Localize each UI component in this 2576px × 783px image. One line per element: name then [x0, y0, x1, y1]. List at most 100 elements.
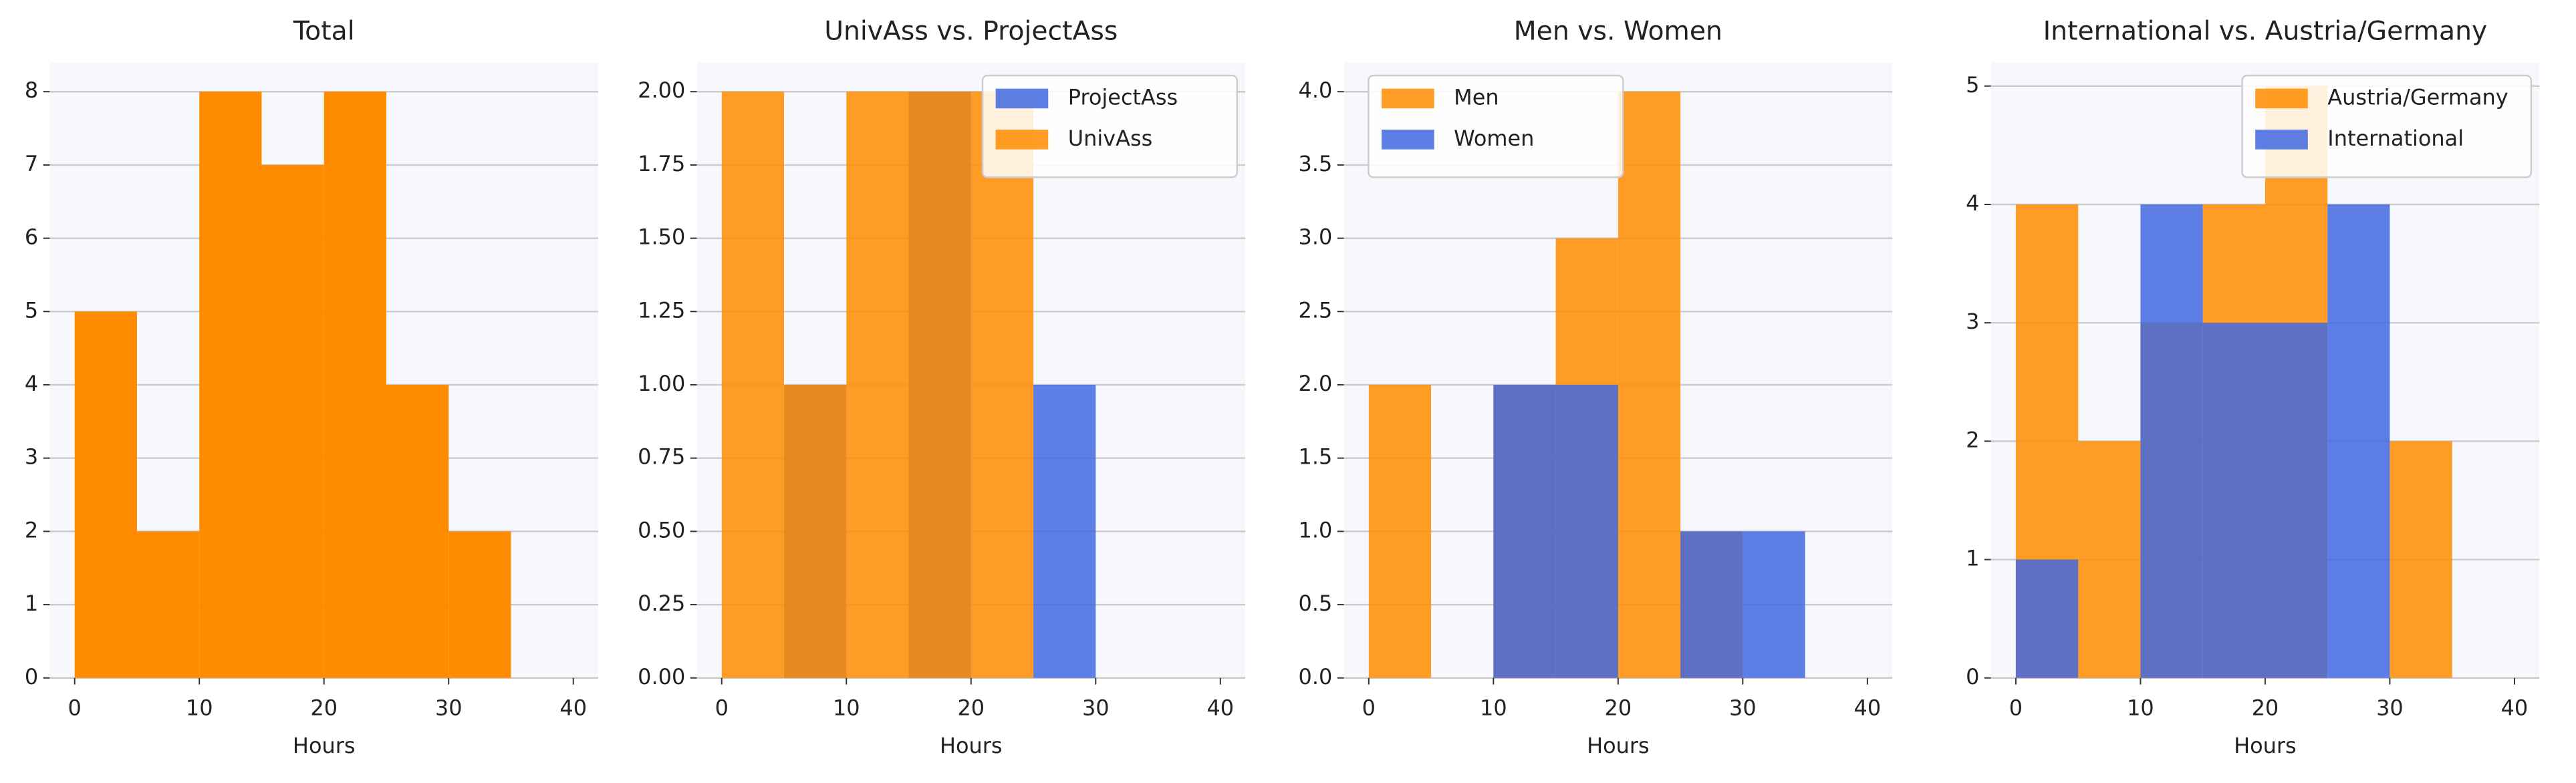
x-tick-label: 0 — [715, 695, 729, 720]
y-tick-label: 3 — [25, 444, 38, 470]
x-tick-label: 40 — [559, 695, 587, 720]
y-tick-label: 3.0 — [1299, 224, 1333, 250]
histogram-bar — [1368, 384, 1432, 678]
histogram-bar — [1493, 384, 1556, 678]
panel: 0 1 2 3 4 5 6 7 8 0 10 20 30 40 Hours Total — [25, 17, 599, 758]
panel: 0.00 0.25 0.50 0.75 1.00 1.25 1.50 1.75 2.00 0 10 2… — [638, 17, 1246, 758]
histogram-bar — [386, 384, 449, 678]
x-tick-label: 10 — [186, 695, 213, 720]
histogram-bar — [2265, 323, 2328, 678]
x-tick-label: 20 — [1605, 695, 1632, 720]
chart-title: Total — [293, 17, 355, 47]
y-tick-label: 5 — [25, 297, 38, 323]
x-tick-label: 30 — [435, 695, 463, 720]
y-tick-label: 8 — [25, 77, 38, 103]
legend-label: Women — [1454, 126, 1534, 151]
x-tick-label: 0 — [1362, 695, 1376, 720]
y-tick-label: 7 — [25, 151, 38, 176]
histogram-bar — [2015, 559, 2079, 678]
y-tick-label: 2 — [25, 517, 38, 542]
y-tick-label: 3.5 — [1299, 151, 1333, 176]
y-tick-label: 4 — [1966, 190, 1979, 216]
histogram-bar — [2140, 204, 2203, 678]
x-tick-label: 30 — [2376, 695, 2404, 720]
y-tick-label: 0.50 — [638, 517, 685, 542]
histogram-bar — [1033, 384, 1096, 678]
histogram-bar — [136, 531, 200, 678]
x-axis-label: Hours — [940, 733, 1003, 758]
y-tick-label: 1.50 — [638, 224, 685, 250]
histogram-bar — [1618, 92, 1681, 678]
y-tick-label: 1 — [25, 591, 38, 616]
y-tick-label: 2.00 — [638, 77, 685, 103]
chart-title: International vs. Austria/Germany — [2043, 17, 2488, 47]
histogram-bar — [1555, 384, 1618, 678]
legend-swatch — [2255, 88, 2308, 109]
histogram-bar — [971, 92, 1034, 678]
y-tick-label: 1 — [1966, 546, 1979, 571]
y-tick-label: 0 — [1966, 664, 1979, 689]
y-tick-label: 1.75 — [638, 151, 685, 176]
histogram-bar — [324, 92, 386, 678]
x-tick-label: 30 — [1729, 695, 1757, 720]
y-tick-label: 1.00 — [638, 371, 685, 396]
y-tick-label: 4 — [25, 371, 38, 396]
legend: Men Women — [1368, 74, 1624, 178]
x-tick-label: 10 — [833, 695, 860, 720]
y-tick-label: 0.00 — [638, 664, 685, 689]
y-tick-label: 2.0 — [1299, 371, 1333, 396]
histogram-bar — [2327, 204, 2390, 678]
legend-label: Austria/Germany — [2327, 84, 2508, 110]
x-tick-label: 40 — [2501, 695, 2529, 720]
x-tick-label: 20 — [957, 695, 985, 720]
y-tick-label: 1.0 — [1299, 517, 1333, 542]
histogram-bar — [721, 92, 785, 678]
legend-swatch — [2255, 130, 2308, 150]
histogram-bar — [199, 92, 262, 678]
chart-title: Men vs. Women — [1514, 17, 1722, 47]
x-tick-label: 10 — [1480, 695, 1507, 720]
y-tick-label: 6 — [25, 224, 38, 250]
x-tick-label: 0 — [2009, 695, 2023, 720]
x-axis-label: Hours — [293, 733, 356, 758]
legend: Austria/Germany International — [2241, 74, 2533, 178]
y-tick-label: 5 — [1966, 72, 1979, 98]
legend-label: ProjectAss — [1068, 84, 1178, 110]
x-tick-label: 30 — [1082, 695, 1110, 720]
legend-label: International — [2327, 126, 2464, 151]
histogram-bar — [2202, 323, 2265, 678]
histogram-bar — [846, 92, 909, 678]
legend-label: UnivAss — [1068, 126, 1153, 151]
histogram-bar — [2078, 441, 2141, 678]
x-tick-label: 20 — [2252, 695, 2279, 720]
x-axis-label: Hours — [2234, 733, 2297, 758]
histogram-bar — [784, 384, 847, 678]
y-tick-label: 2.5 — [1299, 297, 1333, 323]
y-tick-label: 0.5 — [1299, 591, 1333, 616]
y-tick-label: 0.75 — [638, 444, 685, 470]
panel: 0 1 2 3 4 5 0 10 20 30 40 Hours International vs. Au… — [1966, 17, 2540, 758]
y-tick-label: 0.0 — [1299, 664, 1333, 689]
histogram-bar — [74, 311, 137, 678]
chart-title: UnivAss vs. ProjectAss — [824, 17, 1118, 47]
legend-swatch — [1382, 130, 1434, 150]
histogram-bar — [908, 92, 971, 678]
histogram-bar — [1743, 531, 1805, 678]
legend-swatch — [995, 88, 1049, 109]
legend-box — [2241, 74, 2533, 178]
legend-label: Men — [1454, 84, 1499, 110]
y-tick-label: 2 — [1966, 427, 1979, 452]
histogram-bar — [2390, 441, 2452, 678]
legend: ProjectAss UnivAss — [981, 74, 1239, 178]
x-tick-label: 40 — [1854, 695, 1882, 720]
x-tick-label: 10 — [2127, 695, 2154, 720]
legend-swatch — [995, 130, 1049, 150]
y-tick-label: 4.0 — [1299, 77, 1333, 103]
x-tick-label: 40 — [1206, 695, 1234, 720]
x-tick-label: 0 — [68, 695, 82, 720]
y-tick-label: 0.25 — [638, 591, 685, 616]
y-tick-label: 3 — [1966, 309, 1979, 334]
y-tick-label: 1.5 — [1299, 444, 1333, 470]
